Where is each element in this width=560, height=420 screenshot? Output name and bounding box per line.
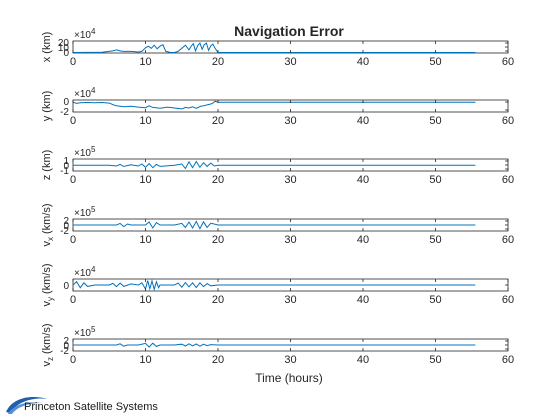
x-tick-label: 20 <box>212 354 224 366</box>
x-tick-label: 30 <box>284 234 296 246</box>
subplot-y: 0 10 20 30 40 50 60 0-2 ×104 y (km) <box>41 86 514 127</box>
series-y-line <box>73 100 476 110</box>
series-vx-line <box>73 220 476 230</box>
x-tick-label: 20 <box>212 174 224 186</box>
x-tick-label: 10 <box>139 174 151 186</box>
axis-multiplier: ×104 <box>74 86 96 100</box>
x-tick-label: 0 <box>70 234 76 246</box>
x-tick-label: 40 <box>357 115 369 127</box>
x-tick-label: 0 <box>70 56 76 68</box>
x-tick-label: 40 <box>357 354 369 366</box>
chart-title: Navigation Error <box>234 23 344 39</box>
x-tick-label: 40 <box>357 294 369 306</box>
x-tick-label: 0 <box>70 115 76 127</box>
company-name: Princeton Satellite Systems <box>24 401 158 413</box>
y-axis-label-z: z (km) <box>41 150 53 181</box>
x-tick-label: 50 <box>429 56 441 68</box>
x-tick-label: 30 <box>284 56 296 68</box>
y-tick-label: 0 <box>63 341 69 352</box>
x-tick-label: 10 <box>139 115 151 127</box>
x-tick-label: 10 <box>139 56 151 68</box>
x-tick-label: 10 <box>139 234 151 246</box>
x-tick-label: 50 <box>429 354 441 366</box>
y-tick-label: -2 <box>60 107 69 118</box>
axis-multiplier: ×105 <box>74 205 96 219</box>
x-tick-label: 30 <box>284 354 296 366</box>
company-logo-swoosh <box>6 396 48 414</box>
y-tick-label: -1 <box>60 166 69 177</box>
x-tick-label: 60 <box>502 294 514 306</box>
y-tick-label: 20 <box>58 38 70 49</box>
x-tick-label: 40 <box>357 234 369 246</box>
y-axis-label-vy: vy (km/s) <box>41 263 55 306</box>
y-tick-label: 1 <box>63 156 69 167</box>
x-tick-label: 30 <box>284 115 296 127</box>
x-tick-label: 40 <box>357 56 369 68</box>
y-axis-label-vx: vx (km/s) <box>41 203 55 246</box>
y-tick-label: 0 <box>63 48 69 59</box>
x-tick-label: 60 <box>502 56 514 68</box>
x-tick-label: 0 <box>70 294 76 306</box>
x-tick-label: 0 <box>70 354 76 366</box>
x-tick-label: 60 <box>502 174 514 186</box>
y-tick-label: 2 <box>63 216 69 227</box>
x-tick-label: 60 <box>502 234 514 246</box>
y-axis-label-y: y (km) <box>41 91 53 122</box>
x-tick-label: 40 <box>357 174 369 186</box>
x-tick-label: 10 <box>139 354 151 366</box>
y-tick-label: 0 <box>63 161 69 172</box>
y-axis-label-vz: vz (km/s) <box>41 323 55 366</box>
y-axis-label-x: x (km) <box>41 32 53 63</box>
series-vy-line <box>73 279 476 291</box>
x-tick-label: 0 <box>70 174 76 186</box>
x-tick-label: 50 <box>429 115 441 127</box>
y-tick-label: 0 <box>63 221 69 232</box>
y-tick-label: -2 <box>60 226 69 237</box>
series-z-line <box>73 160 476 170</box>
x-tick-label: 20 <box>212 56 224 68</box>
x-tick-label: 60 <box>502 354 514 366</box>
y-tick-label: 0 <box>63 97 69 108</box>
y-tick-label: 10 <box>58 43 70 54</box>
x-tick-label: 50 <box>429 294 441 306</box>
x-tick-label: 30 <box>284 294 296 306</box>
y-tick-label: 0 <box>63 281 69 292</box>
x-tick-label: 60 <box>502 115 514 127</box>
x-tick-label: 50 <box>429 174 441 186</box>
axis-multiplier: ×104 <box>74 27 96 41</box>
y-tick-label: -2 <box>60 346 69 357</box>
series-x-line <box>73 42 476 53</box>
x-tick-label: 20 <box>212 234 224 246</box>
y-tick-label: 2 <box>63 336 69 347</box>
x-tick-label: 50 <box>429 234 441 246</box>
axis-multiplier: ×105 <box>74 325 96 339</box>
axis-multiplier: ×104 <box>74 265 96 279</box>
x-tick-label: 20 <box>212 294 224 306</box>
axis-multiplier: ×105 <box>74 145 96 159</box>
series-vz-line <box>73 342 476 348</box>
x-tick-label: 20 <box>212 115 224 127</box>
x-tick-label: 30 <box>284 174 296 186</box>
x-axis-label: Time (hours) <box>255 371 323 385</box>
subplot-vy: 0 10 20 30 40 50 60 0 ×104 vy (km/s) <box>41 263 514 306</box>
x-tick-label: 10 <box>139 294 151 306</box>
